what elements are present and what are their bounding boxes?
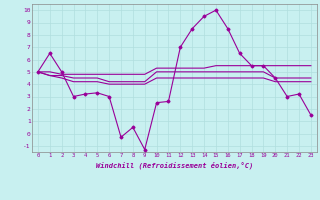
X-axis label: Windchill (Refroidissement éolien,°C): Windchill (Refroidissement éolien,°C) — [96, 161, 253, 169]
